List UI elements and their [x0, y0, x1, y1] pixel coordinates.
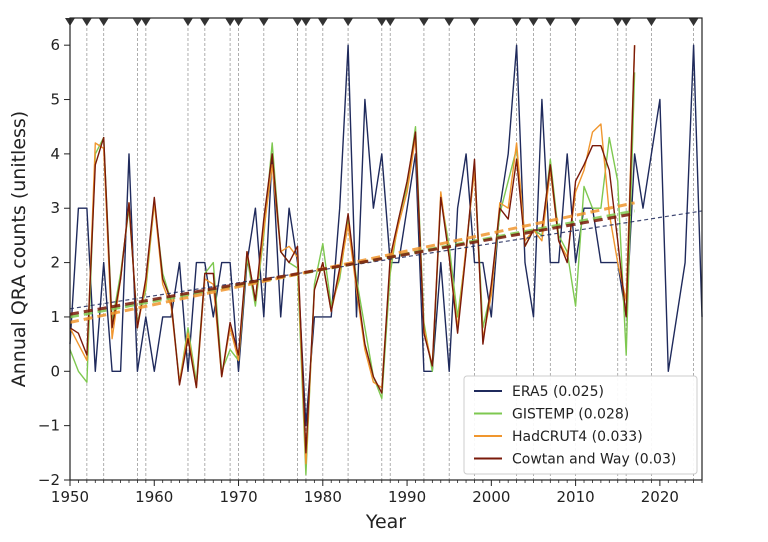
event-marker-1988	[385, 18, 396, 26]
y-tick-label-2: 2	[50, 254, 60, 272]
y-tick-label-4: 4	[50, 145, 60, 163]
event-marker-1973	[258, 18, 269, 26]
event-marker-2019	[646, 18, 657, 26]
legend-label-era5: ERA5 (0.025)	[512, 384, 604, 400]
trend-line-era5	[69, 210, 703, 310]
event-marker-1980	[317, 18, 328, 26]
event-marker-1983	[343, 18, 354, 26]
x-tick-label-1970: 1970	[219, 488, 257, 506]
legend: ERA5 (0.025) GISTEMP (0.028) HadCRUT4 (0.0…	[463, 375, 698, 475]
x-axis-ticks: 1950 1960 1970 1980 1990 2000 2010 2020	[51, 480, 703, 506]
x-tick-label-1960: 1960	[135, 488, 173, 506]
event-marker-1977	[292, 18, 303, 26]
y-axis-title: Annual QRA counts (unitless)	[8, 111, 30, 387]
event-marker-1966	[199, 18, 210, 26]
x-axis-title: Year	[365, 511, 406, 533]
event-marker-2005	[528, 18, 539, 26]
event-marker-1987	[376, 18, 387, 26]
trend-line-cowtan-and-way	[69, 212, 635, 316]
legend-label-cowtan-and-way: Cowtan and Way (0.03)	[512, 452, 676, 468]
y-tick-label-0: 0	[50, 362, 60, 380]
y-tick-label-1: 1	[50, 308, 60, 326]
x-tick-label-2000: 2000	[472, 488, 510, 506]
event-marker-2016	[621, 18, 632, 26]
event-marker-1998	[469, 18, 480, 26]
event-marker-1992	[418, 18, 429, 26]
event-marker-1970	[233, 18, 244, 26]
y-tick-label--1: −1	[38, 417, 60, 435]
event-marker-1978	[300, 18, 311, 26]
legend-label-hadcrut4: HadCRUT4 (0.033)	[512, 429, 643, 445]
event-marker-2007	[545, 18, 556, 26]
y-axis-ticks: −2 −1 0 1 2 3 4 5 6	[38, 36, 70, 489]
event-marker-1952	[81, 18, 92, 26]
series-line-era5	[69, 44, 703, 427]
trend-lines	[69, 201, 703, 324]
y-tick-label--2: −2	[38, 471, 60, 489]
y-tick-label-3: 3	[50, 199, 60, 217]
x-tick-label-1950: 1950	[51, 488, 89, 506]
y-tick-label-5: 5	[50, 91, 60, 109]
plot-frame	[69, 17, 703, 481]
event-marker-2010	[570, 18, 581, 26]
event-marker-1995	[444, 18, 455, 26]
x-tick-label-2020: 2020	[641, 488, 679, 506]
event-marker-2015	[612, 18, 623, 26]
series-line-hadcrut4	[69, 45, 636, 465]
event-markers	[65, 18, 699, 26]
x-tick-label-1980: 1980	[304, 488, 342, 506]
x-tick-label-1990: 1990	[388, 488, 426, 506]
legend-box	[463, 375, 698, 475]
event-marker-2003	[511, 18, 522, 26]
event-marker-1958	[132, 18, 143, 26]
event-marker-1969	[225, 18, 236, 26]
y-tick-label-6: 6	[50, 36, 60, 54]
event-marker-1959	[140, 18, 151, 26]
x-tick-label-2010: 2010	[557, 488, 595, 506]
event-marker-1964	[182, 18, 193, 26]
event-marker-1954	[98, 18, 109, 26]
event-marker-2024	[688, 18, 699, 26]
legend-label-gistemp: GISTEMP (0.028)	[512, 407, 629, 423]
